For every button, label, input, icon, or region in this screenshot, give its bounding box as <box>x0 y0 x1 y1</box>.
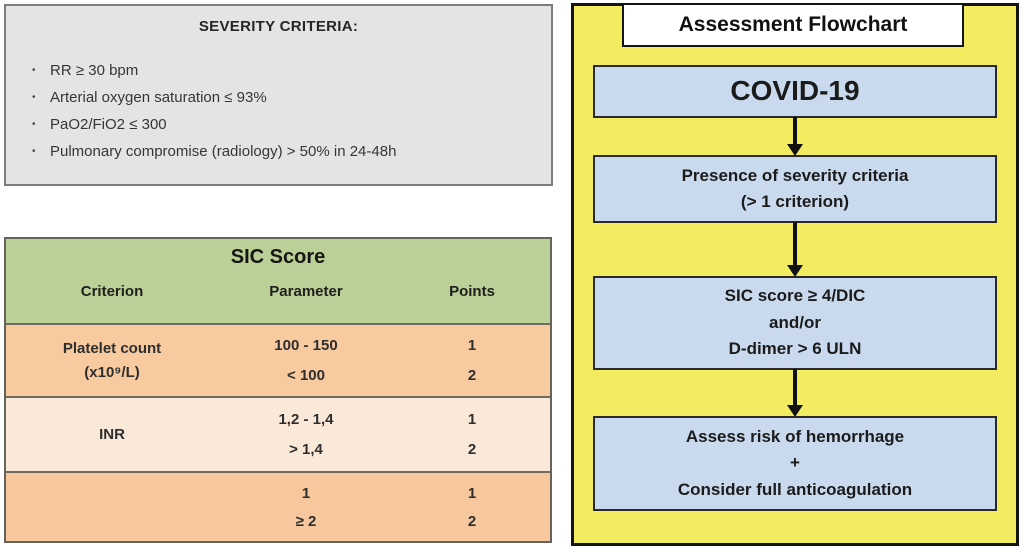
flow-node-anticoagulation: Assess risk of hemorrhage + Consider ful… <box>593 416 997 511</box>
criterion-unit: (x10⁹/L) <box>84 363 140 381</box>
points-value: 2 <box>467 441 477 459</box>
parameter-cell: 1 ≥ 2 <box>218 473 394 541</box>
bullet-icon <box>32 57 50 84</box>
severity-item-text: PaO2/FiO2 ≤ 300 <box>50 116 167 133</box>
column-header-points: Points <box>449 283 495 300</box>
severity-criteria-panel: SEVERITY CRITERIA: RR ≥ 30 bpm Arterial … <box>4 4 553 186</box>
table-header: SIC Score Criterion Parameter Points <box>6 239 550 323</box>
column-header-row: Criterion Parameter Points <box>6 283 550 300</box>
arrow-head <box>787 265 803 277</box>
points-cell: 1 2 <box>394 325 550 396</box>
table-row-inr: INR 1,2 - 1,4 > 1,4 1 2 <box>6 396 550 471</box>
arrow-head <box>787 144 803 156</box>
bullet-icon <box>32 111 50 138</box>
parameter-cell: 100 - 150 < 100 <box>218 325 394 396</box>
points-cell: 1 2 <box>394 473 550 541</box>
assessment-flowchart-panel: Assessment Flowchart COVID-19 Presence o… <box>571 3 1019 546</box>
severity-item: RR ≥ 30 bpm <box>6 57 551 84</box>
parameter-value: < 100 <box>287 366 325 384</box>
parameter-value: 1 <box>301 484 311 502</box>
parameter-value: > 1,4 <box>289 441 323 459</box>
flow-node-covid19: COVID-19 <box>593 65 997 118</box>
severity-item: Arterial oxygen saturation ≤ 93% <box>6 84 551 111</box>
criterion-label: Platelet count <box>62 340 162 358</box>
flow-node-text: + <box>790 453 800 473</box>
flow-node-text: Presence of severity criteria <box>681 165 909 185</box>
arrow-head <box>787 405 803 417</box>
points-value: 2 <box>467 366 477 384</box>
severity-item: Pulmonary compromise (radiology) > 50% i… <box>6 138 551 165</box>
down-arrow-icon <box>787 117 803 156</box>
criterion-cell: Platelet count (x10⁹/L) <box>6 325 218 396</box>
table-title: SIC Score <box>230 246 326 268</box>
parameter-value: 100 - 150 <box>274 337 338 355</box>
points-value: 1 <box>467 337 477 355</box>
points-cell: 1 2 <box>394 398 550 471</box>
parameter-cell: 1,2 - 1,4 > 1,4 <box>218 398 394 471</box>
severity-title: SEVERITY CRITERIA: <box>198 18 359 35</box>
severity-item: PaO2/FiO2 ≤ 300 <box>6 111 551 138</box>
table-row-platelet-count: Platelet count (x10⁹/L) 100 - 150 < 100 … <box>6 323 550 396</box>
flow-node-text: SIC score ≥ 4/DIC <box>724 286 866 306</box>
severity-item-text: Pulmonary compromise (radiology) > 50% i… <box>50 143 397 160</box>
arrow-shaft <box>793 222 797 265</box>
flow-node-text: Assess risk of hemorrhage <box>685 426 905 446</box>
points-value: 2 <box>467 512 477 530</box>
flow-node-text: COVID-19 <box>730 75 860 107</box>
criterion-label: INR <box>99 425 125 443</box>
points-value: 1 <box>467 484 477 502</box>
table-row-unlabeled: 1 ≥ 2 1 2 <box>6 471 550 541</box>
flow-node-text: Consider full anticoagulation <box>677 479 913 499</box>
column-header-parameter: Parameter <box>269 283 343 300</box>
flowchart-title: Assessment Flowchart <box>622 3 964 47</box>
severity-item-text: RR ≥ 30 bpm <box>50 62 139 79</box>
bullet-icon <box>32 138 50 165</box>
points-value: 1 <box>467 410 477 428</box>
arrow-shaft <box>793 117 797 144</box>
arrow-shaft <box>793 369 797 405</box>
flow-node-sic-score: SIC score ≥ 4/DIC and/or D-dimer > 6 ULN <box>593 276 997 370</box>
criterion-cell: INR <box>6 398 218 471</box>
severity-item-text: Arterial oxygen saturation ≤ 93% <box>50 89 267 106</box>
flow-node-severity-criteria: Presence of severity criteria (> 1 crite… <box>593 155 997 223</box>
sic-score-table: SIC Score Criterion Parameter Points Pla… <box>4 237 552 543</box>
criterion-cell <box>6 473 218 541</box>
down-arrow-icon <box>787 222 803 277</box>
parameter-value: 1,2 - 1,4 <box>278 410 334 428</box>
column-header-criterion: Criterion <box>80 283 144 300</box>
parameter-value: ≥ 2 <box>295 512 317 530</box>
flow-node-text: D-dimer > 6 ULN <box>728 339 862 359</box>
bullet-icon <box>32 84 50 111</box>
flow-node-text: and/or <box>769 312 821 332</box>
severity-list: RR ≥ 30 bpm Arterial oxygen saturation ≤… <box>6 57 551 165</box>
down-arrow-icon <box>787 369 803 417</box>
flow-node-text: (> 1 criterion) <box>740 192 850 211</box>
